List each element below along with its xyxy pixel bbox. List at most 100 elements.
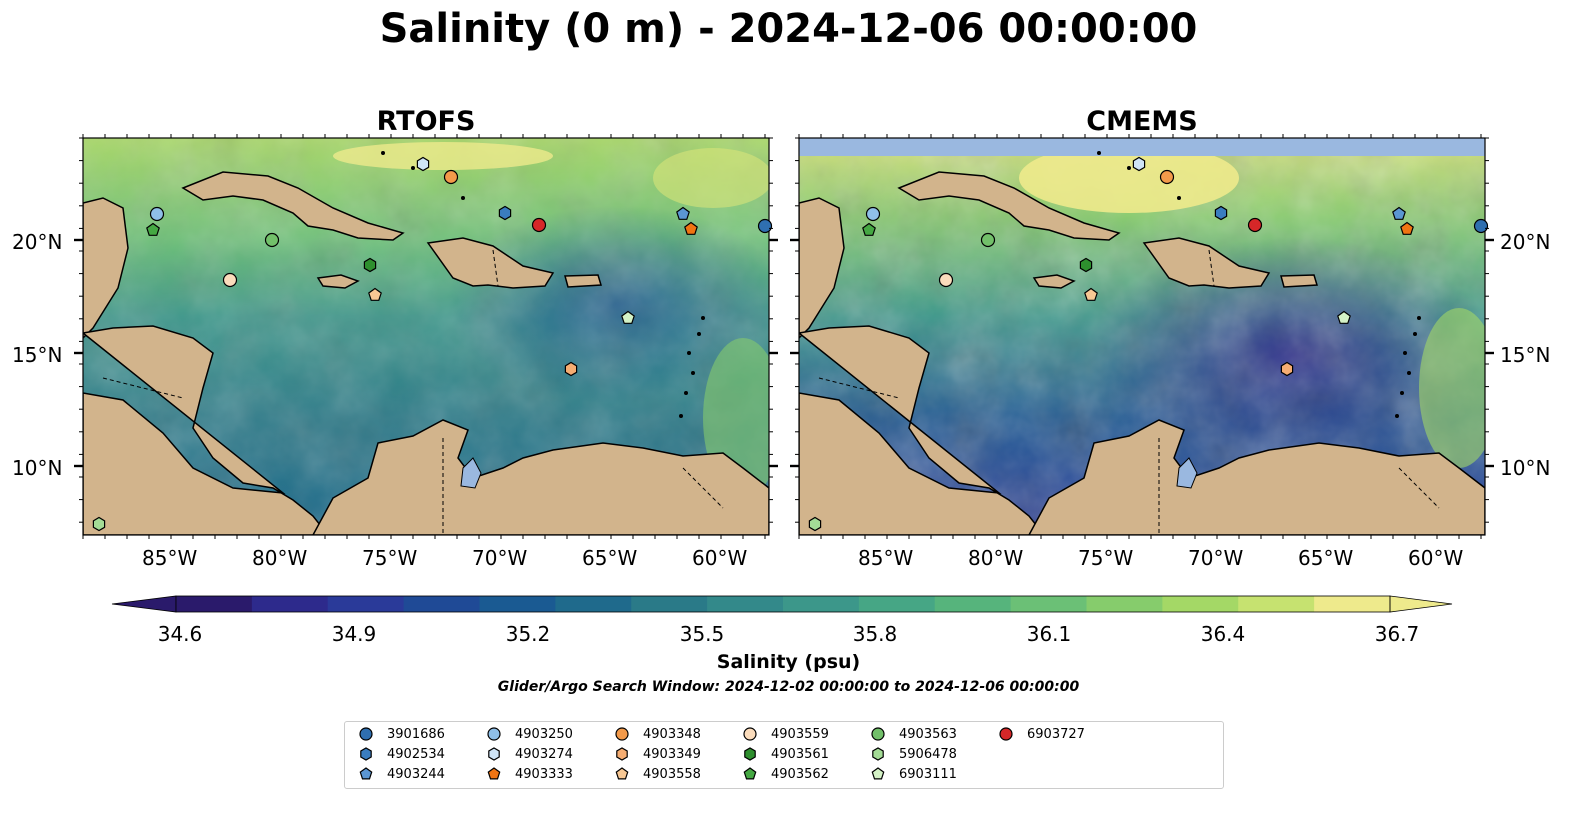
colorbar-tick: 36.1 bbox=[1026, 622, 1072, 646]
lat-label-20n-left: 20°N bbox=[12, 230, 63, 254]
pentagon-marker-icon bbox=[359, 767, 373, 780]
legend-label: 6903727 bbox=[1027, 726, 1085, 742]
circle-marker-icon bbox=[359, 727, 373, 741]
float-marker-4903562 bbox=[146, 222, 160, 236]
salinity-colorbar bbox=[111, 595, 1453, 613]
legend-label: 6903111 bbox=[899, 766, 957, 782]
legend-label: 4902534 bbox=[387, 746, 445, 762]
circle-marker-icon bbox=[999, 727, 1013, 741]
south-america-land bbox=[312, 419, 769, 535]
lake-maracaibo bbox=[460, 457, 482, 489]
legend-item-4902534: 4902534 bbox=[355, 744, 445, 764]
lon-label-60w: 60°W bbox=[1408, 546, 1464, 570]
colorbar-segment bbox=[176, 596, 253, 612]
lon-label-65w: 65°W bbox=[582, 546, 638, 570]
legend-item-4903349: 4903349 bbox=[611, 744, 701, 764]
float-marker-6903727 bbox=[1247, 217, 1263, 233]
puerto-rico-land bbox=[564, 274, 602, 288]
float-marker-4903559 bbox=[938, 272, 954, 288]
legend-label: 4903274 bbox=[515, 746, 573, 762]
colorbar-tick: 34.6 bbox=[157, 622, 203, 646]
float-marker-4903558 bbox=[368, 287, 382, 301]
float-marker-4903333 bbox=[684, 221, 698, 235]
legend-label: 4903348 bbox=[643, 726, 701, 742]
legend-label: 4903244 bbox=[387, 766, 445, 782]
legend-label: 4903558 bbox=[643, 766, 701, 782]
jamaica-land bbox=[316, 274, 360, 289]
float-marker-4903561 bbox=[363, 257, 377, 273]
legend-item-4903562: 4903562 bbox=[739, 764, 829, 784]
lat-label-15n-right: 15°N bbox=[1500, 343, 1551, 367]
cuba-land bbox=[897, 171, 1121, 241]
float-marker-4903349 bbox=[1280, 361, 1294, 377]
legend-item-5906478: 5906478 bbox=[867, 744, 957, 764]
lat-label-15n-left: 15°N bbox=[12, 343, 63, 367]
legend-item-3901686: 3901686 bbox=[355, 724, 445, 744]
float-legend: 3901686 4902534 4903244 4903250 4903274 49033… bbox=[344, 721, 1224, 789]
colorbar-segment bbox=[858, 596, 936, 612]
lake-maracaibo bbox=[1176, 457, 1198, 489]
colorbar-segment bbox=[783, 596, 860, 612]
jamaica-land bbox=[1032, 274, 1076, 289]
float-marker-4903348 bbox=[443, 169, 459, 185]
colorbar-extend-min bbox=[111, 595, 177, 613]
colorbar-segment bbox=[934, 596, 1012, 612]
lat-label-10n-left: 10°N bbox=[12, 456, 63, 480]
legend-item-4903244: 4903244 bbox=[355, 764, 445, 784]
lon-label-85w: 85°W bbox=[858, 546, 914, 570]
puerto-rico-land bbox=[1280, 274, 1318, 288]
float-marker-4903250 bbox=[865, 206, 881, 222]
pentagon-marker-icon bbox=[487, 767, 501, 780]
colorbar-segment bbox=[1162, 596, 1239, 612]
legend-label: 4903559 bbox=[771, 726, 829, 742]
float-marker-4903250 bbox=[149, 206, 165, 222]
lat-label-10n-right: 10°N bbox=[1500, 456, 1551, 480]
float-marker-5906478 bbox=[808, 516, 822, 532]
float-marker-6903727 bbox=[531, 217, 547, 233]
colorbar-tick: 35.8 bbox=[852, 622, 898, 646]
figure-title: Salinity (0 m) - 2024-12-06 00:00:00 bbox=[379, 6, 1198, 52]
float-marker-4902534 bbox=[498, 205, 512, 221]
float-marker-3901686 bbox=[757, 218, 773, 234]
pentagon-marker-icon bbox=[615, 767, 629, 780]
circle-marker-icon bbox=[487, 727, 501, 741]
float-marker-6903111 bbox=[1337, 310, 1351, 324]
legend-label: 3901686 bbox=[387, 726, 445, 742]
legend-item-4903559: 4903559 bbox=[739, 724, 829, 744]
legend-label: 5906478 bbox=[899, 746, 957, 762]
float-marker-6903111 bbox=[621, 310, 635, 324]
hexagon-marker-icon bbox=[744, 747, 756, 761]
lon-label-75w: 75°W bbox=[1078, 546, 1134, 570]
colorbar-segment bbox=[555, 596, 632, 612]
colorbar-tick: 34.9 bbox=[331, 622, 377, 646]
legend-item-6903727: 6903727 bbox=[995, 724, 1085, 744]
legend-item-6903111: 6903111 bbox=[867, 764, 957, 784]
pentagon-marker-icon bbox=[743, 767, 757, 780]
missing-data-band bbox=[799, 138, 1485, 156]
central-america-land bbox=[83, 197, 129, 340]
legend-item-4903348: 4903348 bbox=[611, 724, 701, 744]
float-marker-4903333 bbox=[1400, 221, 1414, 235]
lon-label-70w: 70°W bbox=[472, 546, 528, 570]
rtofs-panel-title: RTOFS bbox=[376, 106, 476, 137]
float-marker-4903561 bbox=[1079, 257, 1093, 273]
float-marker-4903562 bbox=[862, 222, 876, 236]
float-marker-5906478 bbox=[92, 516, 106, 532]
search-window-caption: Glider/Argo Search Window: 2024-12-02 00… bbox=[497, 679, 1080, 695]
legend-label: 4903250 bbox=[515, 726, 573, 742]
south-america-land bbox=[1028, 419, 1485, 535]
colorbar-segment bbox=[1238, 596, 1315, 612]
hexagon-marker-icon bbox=[360, 747, 372, 761]
cuba-land bbox=[181, 171, 405, 241]
colorbar-segment bbox=[327, 596, 405, 612]
circle-marker-icon bbox=[871, 727, 885, 741]
cmems-panel-title: CMEMS bbox=[1086, 106, 1198, 137]
float-marker-4903274 bbox=[1132, 156, 1146, 172]
float-marker-4903558 bbox=[1084, 287, 1098, 301]
lon-label-75w: 75°W bbox=[362, 546, 418, 570]
colorbar-tick: 35.5 bbox=[679, 622, 725, 646]
float-marker-4903559 bbox=[222, 272, 238, 288]
colorbar-segment bbox=[1010, 596, 1087, 612]
cmems-map bbox=[790, 134, 1494, 539]
colorbar-segment bbox=[251, 596, 329, 612]
